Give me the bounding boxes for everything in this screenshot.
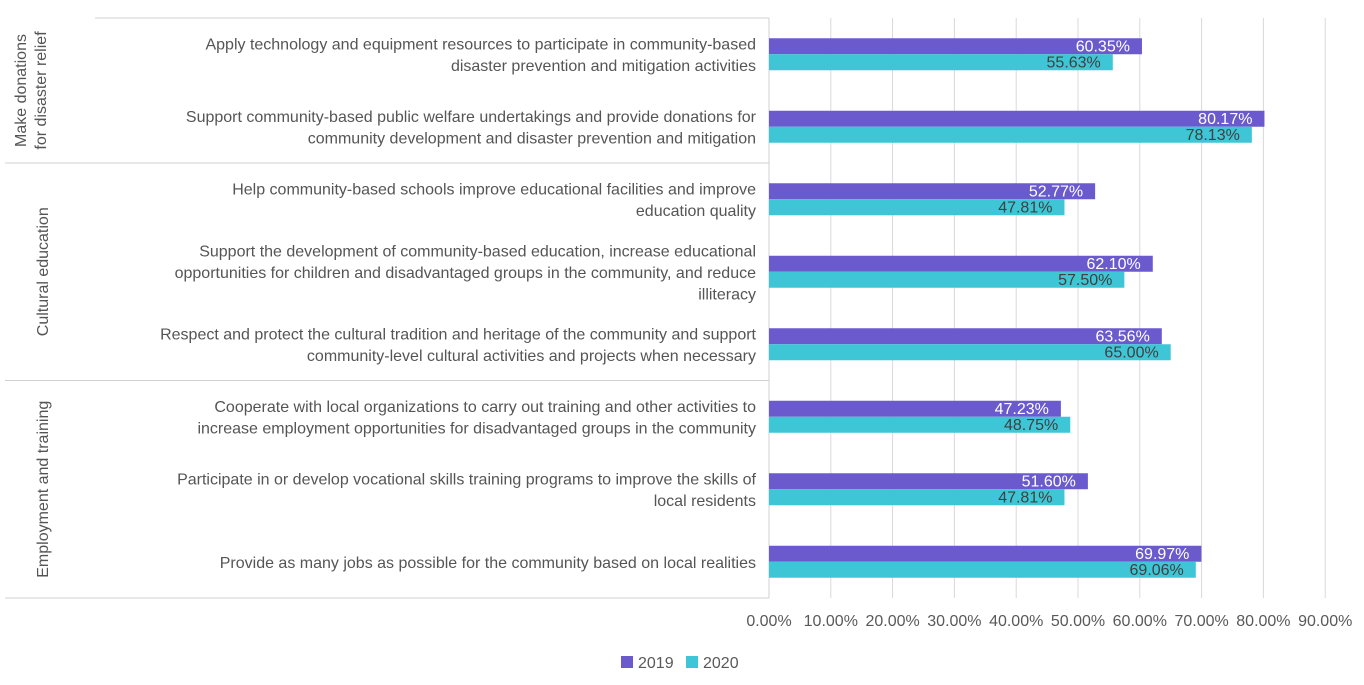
data-label-2019: 62.10% xyxy=(1087,256,1141,273)
category-label: Participate in or develop vocational ski… xyxy=(177,472,756,489)
bar-2019 xyxy=(769,38,1142,55)
data-label-2020: 47.81% xyxy=(998,489,1052,506)
data-label-2019: 51.60% xyxy=(1022,473,1076,490)
data-label-2020: 78.13% xyxy=(1186,127,1240,144)
gridlines xyxy=(830,18,1326,598)
x-tick-label: 10.00% xyxy=(804,613,858,630)
category-label: illiteracy xyxy=(698,286,756,303)
category-label: opportunities for children and disadvant… xyxy=(175,265,757,282)
bar-2019 xyxy=(769,110,1265,127)
data-label-2020: 48.75% xyxy=(1004,417,1058,434)
category-label: Support community-based public welfare u… xyxy=(186,109,757,126)
category-label: Cooperate with local organizations to ca… xyxy=(214,399,756,416)
group-labels: Make donations for disaster relief Cultura… xyxy=(13,31,52,578)
data-label-2020: 69.06% xyxy=(1130,562,1184,579)
group-label: Employment and training xyxy=(35,401,52,578)
data-label-2019: 80.17% xyxy=(1198,111,1252,128)
group-label: Make donations xyxy=(13,34,30,147)
bar-2019 xyxy=(769,328,1162,345)
group-label: for disaster relief xyxy=(33,31,50,150)
legend-label-2019: 2019 xyxy=(638,655,674,672)
bar-2019 xyxy=(769,545,1202,562)
category-label: Provide as many jobs as possible for the… xyxy=(220,555,756,572)
data-label-2020: 47.81% xyxy=(998,199,1052,216)
category-frame xyxy=(5,17,770,599)
bar-2020 xyxy=(769,199,1065,216)
category-label: increase employment opportunities for di… xyxy=(197,421,756,438)
bar-2020 xyxy=(769,489,1065,506)
legend-label-2020: 2020 xyxy=(703,655,739,672)
data-label-2019: 63.56% xyxy=(1096,328,1150,345)
data-label-2020: 57.50% xyxy=(1058,272,1112,289)
bar-2020 xyxy=(769,561,1196,578)
category-label: community-level cultural activities and … xyxy=(307,348,756,365)
x-tick-label: 90.00% xyxy=(1298,613,1352,630)
bar-2019 xyxy=(769,255,1153,272)
category-label: Support the development of community-bas… xyxy=(199,243,756,260)
category-label: Help community-based schools improve edu… xyxy=(232,182,756,199)
bar-2020 xyxy=(769,416,1071,433)
data-label-2019: 69.97% xyxy=(1135,546,1189,563)
group-label: Cultural education xyxy=(35,207,52,336)
bar-2019 xyxy=(769,473,1088,490)
data-label-2019: 47.23% xyxy=(995,401,1049,418)
bar-2020 xyxy=(769,271,1125,288)
data-label-2020: 55.63% xyxy=(1047,54,1101,71)
category-label: Apply technology and equipment resources… xyxy=(205,37,756,54)
x-tick-label: 60.00% xyxy=(1113,613,1167,630)
bar-2019 xyxy=(769,400,1061,417)
category-label: local residents xyxy=(654,493,756,510)
category-label: disaster prevention and mitigation activ… xyxy=(451,58,756,75)
bar-2019 xyxy=(769,183,1096,200)
category-labels: Apply technology and equipment resources… xyxy=(160,37,757,572)
bar-2020 xyxy=(769,54,1113,71)
x-tick-label: 80.00% xyxy=(1236,613,1290,630)
x-tick-label: 50.00% xyxy=(1051,613,1105,630)
x-tick-label: 40.00% xyxy=(989,613,1043,630)
bar-2020 xyxy=(769,344,1171,361)
legend-swatch-2020 xyxy=(686,656,698,668)
category-label: education quality xyxy=(636,203,756,220)
bar-2020 xyxy=(769,126,1252,143)
bars: 60.35% 80.17% 52.77% 62.10% 63.56% 47.23% 51.6… xyxy=(769,38,1265,579)
legend: 2019 2020 xyxy=(621,655,739,672)
x-tick-label: 20.00% xyxy=(865,613,919,630)
data-label-2020: 65.00% xyxy=(1104,344,1158,361)
x-tick-label: 70.00% xyxy=(1174,613,1228,630)
x-axis-ticks: 0.00% 10.00% 20.00% 30.00% 40.00% 50.00% 60.00… xyxy=(746,613,1352,630)
data-label-2019: 60.35% xyxy=(1076,38,1130,55)
x-tick-label: 30.00% xyxy=(927,613,981,630)
category-label: Respect and protect the cultural traditi… xyxy=(160,327,756,344)
x-tick-label: 0.00% xyxy=(746,613,791,630)
category-label: community development and disaster preve… xyxy=(308,131,756,148)
legend-swatch-2019 xyxy=(621,656,633,668)
data-label-2019: 52.77% xyxy=(1029,183,1083,200)
